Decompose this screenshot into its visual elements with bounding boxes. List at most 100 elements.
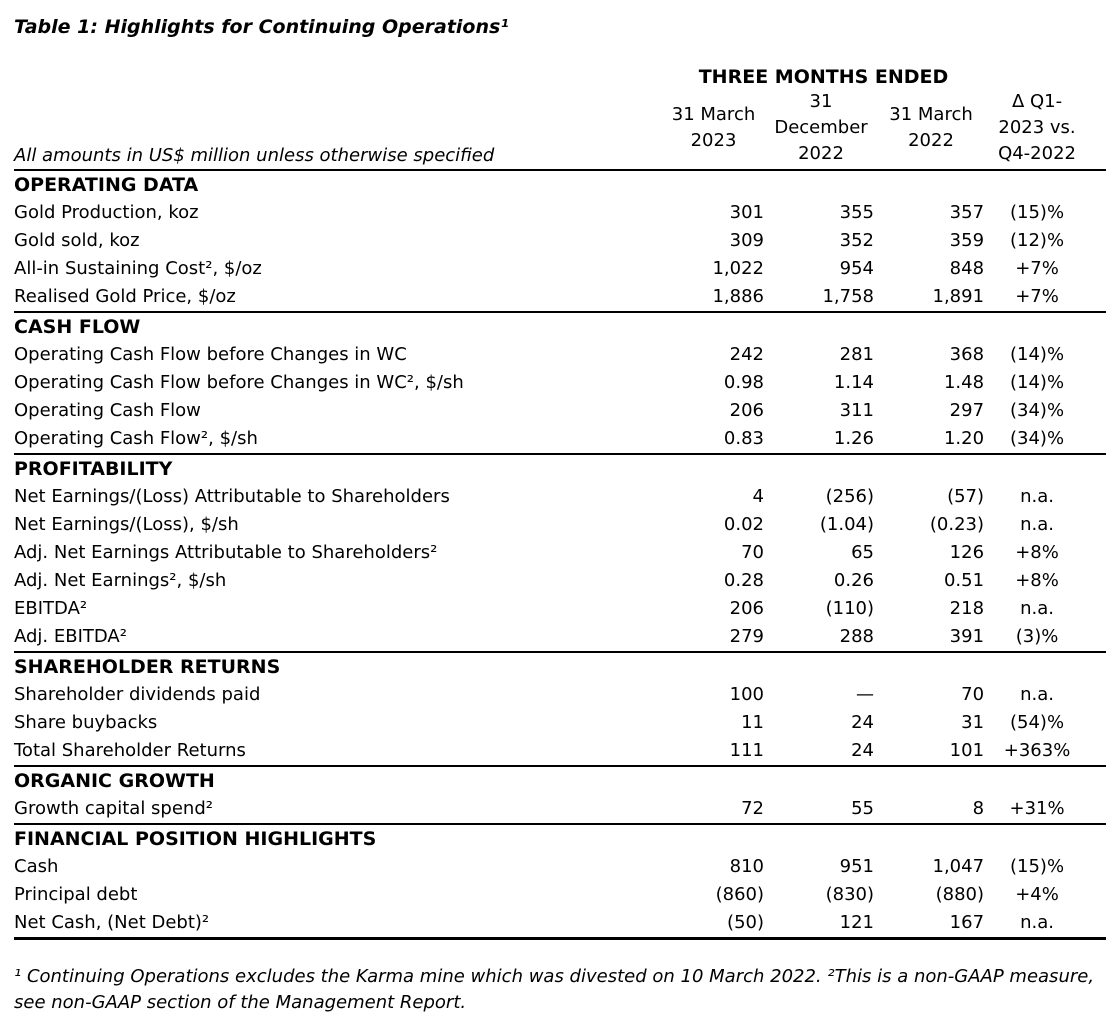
row-label: Share buybacks [14, 712, 158, 733]
value-cell: 206 [729, 598, 764, 619]
table-row: Gold sold, koz 309 352 359 (12)% [14, 227, 1106, 255]
value-cell: (50) [661, 909, 766, 940]
table-body: OPERATING DATA Gold Production, koz 301 355… [14, 170, 1107, 940]
value-cell: 8 [876, 795, 987, 825]
highlights-table: THREE MONTHS ENDED All amounts in US$ mi… [14, 65, 1107, 940]
table-row: Operating Cash Flow 206 311 297 (34)% [14, 397, 1106, 425]
value-cell: (110) [825, 598, 874, 619]
row-label: Operating Cash Flow before Changes in WC [14, 344, 407, 365]
value-cell: 1,891 [876, 283, 987, 313]
value-cell: 357 [949, 202, 985, 223]
section-title: PROFITABILITY [14, 458, 173, 480]
value-cell: (57) [947, 486, 985, 507]
delta-value: n.a. [1020, 684, 1054, 705]
table-row: Total Shareholder Returns 111 24 101 +363% [14, 737, 1107, 767]
row-label: Net Earnings/(Loss) Attributable to Shar… [14, 486, 450, 507]
delta-value: +8% [1015, 542, 1059, 563]
section-header-row: PROFITABILITY [14, 454, 1106, 483]
row-label: Cash [14, 856, 59, 877]
value-cell: (830) [825, 884, 874, 905]
row-label: Realised Gold Price, $/oz [14, 283, 661, 313]
value-cell: 1,047 [932, 856, 985, 877]
table-row: Shareholder dividends paid 100 — 70 n.a. [14, 681, 1106, 709]
column-header-q1-2022: 31 March 2022 [876, 89, 987, 171]
value-cell: 0.83 [661, 425, 766, 455]
table-row: Adj. Net Earnings Attributable to Shareh… [14, 539, 1106, 567]
value-cell: 1,758 [766, 283, 876, 313]
row-label: Adj. Net Earnings², $/sh [14, 570, 227, 591]
row-label: Adj. EBITDA² [14, 623, 661, 653]
section-title: FINANCIAL POSITION HIGHLIGHTS [14, 828, 377, 850]
value-cell: 352 [839, 230, 874, 251]
section-title: CASH FLOW [14, 316, 141, 338]
period-header-row: THREE MONTHS ENDED [14, 65, 1106, 89]
value-cell: 309 [729, 230, 764, 251]
delta-value: (15)% [1010, 202, 1065, 223]
column-header-row: All amounts in US$ million unless otherw… [14, 89, 1107, 171]
period-header-spacer-left [14, 65, 661, 89]
value-cell: 121 [766, 909, 876, 940]
delta-value: +4% [1015, 884, 1059, 905]
period-header: THREE MONTHS ENDED [698, 66, 949, 88]
value-cell: 242 [729, 344, 764, 365]
row-label: Operating Cash Flow [14, 400, 201, 421]
value-cell: 24 [766, 737, 876, 767]
row-label: Operating Cash Flow before Changes in WC… [14, 372, 464, 393]
row-label: Gold Production, koz [14, 202, 199, 223]
table-row: EBITDA² 206 (110) 218 n.a. [14, 595, 1106, 623]
value-cell: 1.20 [876, 425, 987, 455]
section-header-row: ORGANIC GROWTH [14, 766, 1106, 795]
value-cell: 24 [851, 712, 874, 733]
delta-value: n.a. [986, 909, 1107, 940]
value-cell: 72 [661, 795, 766, 825]
value-cell: 1.26 [766, 425, 876, 455]
value-cell: 281 [839, 344, 874, 365]
row-label: Adj. Net Earnings Attributable to Shareh… [14, 542, 438, 563]
section-header-row: OPERATING DATA [14, 170, 1106, 199]
value-cell: 0.28 [723, 570, 764, 591]
row-label: Principal debt [14, 884, 138, 905]
value-cell: 355 [839, 202, 874, 223]
footnote: ¹ Continuing Operations excludes the Kar… [14, 966, 1095, 1013]
value-cell: 0.02 [723, 514, 764, 535]
column-header-q4-2022: 31 December 2022 [766, 89, 876, 171]
value-cell: 111 [661, 737, 766, 767]
delta-value: (34)% [986, 425, 1107, 455]
table-row: Gold Production, koz 301 355 357 (15)% [14, 199, 1106, 227]
table-row: Share buybacks 11 24 31 (54)% [14, 709, 1106, 737]
section-header-row: SHAREHOLDER RETURNS [14, 652, 1106, 681]
value-cell: 359 [949, 230, 985, 251]
table-row: Adj. Net Earnings², $/sh 0.28 0.26 0.51 +8% [14, 567, 1106, 595]
table-row: Growth capital spend² 72 55 8 +31% [14, 795, 1107, 825]
value-cell: 70 [961, 684, 985, 705]
row-label: Net Cash, (Net Debt)² [14, 909, 661, 940]
table-row: Realised Gold Price, $/oz 1,886 1,758 1,891… [14, 283, 1107, 313]
column-header-q1-2023: 31 March 2023 [661, 89, 766, 171]
table-row: Net Earnings/(Loss) Attributable to Shar… [14, 483, 1106, 511]
table-row: All-in Sustaining Cost², $/oz 1,022 954 848… [14, 255, 1106, 283]
table-row: Operating Cash Flow before Changes in WC… [14, 341, 1106, 369]
value-cell: 301 [729, 202, 764, 223]
value-cell: 31 [961, 712, 985, 733]
value-cell: 55 [766, 795, 876, 825]
value-cell: 0.98 [723, 372, 764, 393]
delta-value: (54)% [1010, 712, 1065, 733]
value-cell: 848 [949, 258, 985, 279]
value-cell: — [856, 684, 874, 705]
value-cell: 1.48 [943, 372, 985, 393]
table-row: Net Earnings/(Loss), $/sh 0.02 (1.04) (0.23… [14, 511, 1106, 539]
delta-value: (14)% [1010, 372, 1065, 393]
table-row: Adj. EBITDA² 279 288 391 (3)% [14, 623, 1107, 653]
value-cell: 100 [729, 684, 764, 705]
value-cell: 951 [839, 856, 874, 877]
period-header-spacer-right [986, 65, 1106, 89]
delta-value: +8% [1015, 570, 1059, 591]
value-cell: 126 [949, 542, 985, 563]
value-cell: 311 [839, 400, 874, 421]
delta-value: (14)% [1010, 344, 1065, 365]
delta-value: (15)% [1010, 856, 1065, 877]
value-cell: 218 [949, 598, 985, 619]
row-label: Net Earnings/(Loss), $/sh [14, 514, 239, 535]
section-title: SHAREHOLDER RETURNS [14, 656, 281, 678]
